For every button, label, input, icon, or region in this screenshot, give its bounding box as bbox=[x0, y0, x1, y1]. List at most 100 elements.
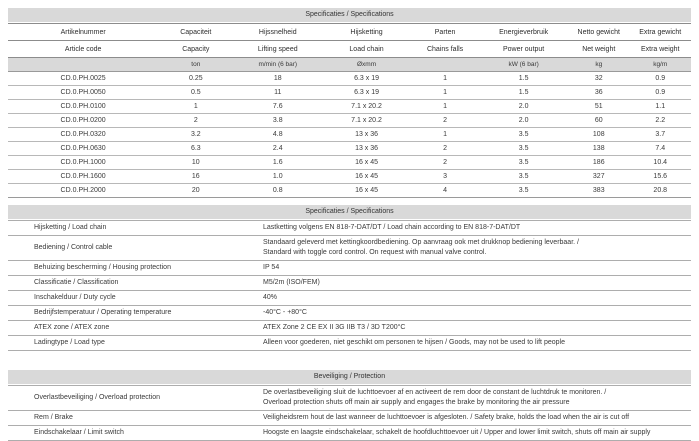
protection-row: Eindschakelaar / Limit switch Hoogste en … bbox=[8, 425, 691, 441]
spec-value-cell: 108 bbox=[568, 127, 630, 142]
detail-label: Bedrijfstemperatuur / Operating temperat… bbox=[8, 305, 263, 321]
protection-row: Rem / Brake Veiligheidsrem hout de last w… bbox=[8, 410, 691, 426]
protection-section: Beveiliging / Protection Overlastbeveili… bbox=[8, 370, 691, 441]
column-unit bbox=[8, 57, 159, 72]
protection-value: De overlastbeveiliging sluit de luchttoe… bbox=[263, 385, 691, 411]
spec-value-cell: 1 bbox=[410, 99, 480, 114]
spec-value-cell: 7.6 bbox=[233, 99, 323, 114]
spec-value-cell: 18 bbox=[233, 71, 323, 86]
spec-value-cell: 20.8 bbox=[629, 183, 691, 198]
spec-value-cell: 20 bbox=[158, 183, 234, 198]
spec-value-cell: 2 bbox=[158, 113, 234, 128]
spec-value-cell: 2.0 bbox=[479, 113, 569, 128]
column-header-en: Article code bbox=[8, 40, 159, 58]
spec-table-body: CD.0.PH.0025 0.25 18 6.3 x 19 1 1.5 32 0.9 CD.0.… bbox=[8, 71, 691, 198]
article-code-cell: CD.0.PH.0630 bbox=[8, 141, 159, 156]
spec-value-cell: 1.5 bbox=[479, 71, 569, 86]
protection-value: Veiligheidsrem hout de last wanneer de l… bbox=[263, 410, 691, 426]
protection-row: Overlastbeveiliging / Overload protectio… bbox=[8, 385, 691, 411]
detail-value: M5/2m (ISO/FEM) bbox=[263, 275, 691, 291]
spec-value-cell: 3.5 bbox=[479, 127, 569, 142]
spec-value-cell: 1.6 bbox=[233, 155, 323, 170]
protection-table-body: Overlastbeveiliging / Overload protectio… bbox=[8, 385, 691, 441]
article-code-cell: CD.0.PH.0050 bbox=[8, 85, 159, 100]
spec-value-cell: 15.6 bbox=[629, 169, 691, 184]
spec-value-cell: 3.2 bbox=[158, 127, 234, 142]
article-code-cell: CD.0.PH.1600 bbox=[8, 169, 159, 184]
spec-header-row-nl: Artikelnummer Capaciteit Hijssnelheid Hijsk… bbox=[8, 23, 691, 41]
spec-value-cell: 2 bbox=[410, 141, 480, 156]
spec-value-cell: 1 bbox=[410, 85, 480, 100]
column-header-nl: Artikelnummer bbox=[8, 23, 159, 41]
spec-value-cell: 16 x 45 bbox=[322, 183, 411, 198]
spec-table-row: CD.0.PH.0320 3.2 4.8 13 x 36 1 3.5 108 3.7 bbox=[8, 127, 691, 142]
protection-label: Eindschakelaar / Limit switch bbox=[8, 425, 263, 441]
detail-value: 40% bbox=[263, 290, 691, 306]
detail-label: Behuizing bescherming / Housing protecti… bbox=[8, 260, 263, 276]
spec-details-section: Specificaties / Specifications Hijsketti… bbox=[8, 205, 691, 351]
spec-value-cell: 10 bbox=[158, 155, 234, 170]
spec-value-cell: 11 bbox=[233, 85, 323, 100]
detail-label: Classificatie / Classification bbox=[8, 275, 263, 291]
spec-value-cell: 10.4 bbox=[629, 155, 691, 170]
spec-value-cell: 1.5 bbox=[479, 85, 569, 100]
column-unit bbox=[410, 57, 480, 72]
spec-value-cell: 36 bbox=[568, 85, 630, 100]
spec-value-cell: 3.5 bbox=[479, 169, 569, 184]
spec-value-cell: 6.3 bbox=[158, 141, 234, 156]
spec-value-cell: 7.1 x 20.2 bbox=[322, 99, 411, 114]
column-header-nl: Energieverbruik bbox=[479, 23, 569, 41]
spec-value-cell: 6.3 x 19 bbox=[322, 71, 411, 86]
spec-value-cell: 1.0 bbox=[233, 169, 323, 184]
detail-row: Behuizing bescherming / Housing protecti… bbox=[8, 260, 691, 276]
spec-value-cell: 6.3 x 19 bbox=[322, 85, 411, 100]
detail-row: Hijsketting / Load chain Lastketting volg… bbox=[8, 220, 691, 236]
spec-unit-row: ton m/min (6 bar) Øxmm kW (6 bar) kg kg/m bbox=[8, 57, 691, 72]
spec-value-cell: 0.25 bbox=[158, 71, 234, 86]
detail-value: -40°C - +80°C bbox=[263, 305, 691, 321]
spec-value-cell: 383 bbox=[568, 183, 630, 198]
spec-table-row: CD.0.PH.2000 20 0.8 16 x 45 4 3.5 383 20.8 bbox=[8, 183, 691, 198]
detail-label: Hijsketting / Load chain bbox=[8, 220, 263, 236]
detail-value: Alleen voor goederen, niet geschikt om p… bbox=[263, 335, 691, 351]
spec-value-cell: 3.8 bbox=[233, 113, 323, 128]
spec-table-row: CD.0.PH.0200 2 3.8 7.1 x 20.2 2 2.0 60 2.2 bbox=[8, 113, 691, 128]
detail-row: Bedrijfstemperatuur / Operating temperat… bbox=[8, 305, 691, 321]
spec-value-cell: 1 bbox=[410, 71, 480, 86]
spec-value-cell: 3.5 bbox=[479, 183, 569, 198]
section-gap bbox=[8, 355, 691, 370]
detail-row: Bediening / Control cable Standaard gelev… bbox=[8, 235, 691, 261]
spec-value-cell: 1.1 bbox=[629, 99, 691, 114]
spec-value-cell: 0.9 bbox=[629, 85, 691, 100]
column-unit: Øxmm bbox=[322, 57, 411, 72]
spec-value-cell: 51 bbox=[568, 99, 630, 114]
column-header-nl: Parten bbox=[410, 23, 480, 41]
detail-row: Ladingtype / Load type Alleen voor goeder… bbox=[8, 335, 691, 351]
spec-grid-title: Specificaties / Specifications bbox=[8, 8, 691, 22]
spec-value-cell: 1 bbox=[410, 127, 480, 142]
spec-value-cell: 3 bbox=[410, 169, 480, 184]
article-code-cell: CD.0.PH.0100 bbox=[8, 99, 159, 114]
column-unit: kW (6 bar) bbox=[479, 57, 569, 72]
spec-value-cell: 2.4 bbox=[233, 141, 323, 156]
details-table-body: Hijsketting / Load chain Lastketting volg… bbox=[8, 220, 691, 351]
spec-value-cell: 138 bbox=[568, 141, 630, 156]
column-header-nl: Hijssnelheid bbox=[233, 23, 323, 41]
spec-value-cell: 3.5 bbox=[479, 155, 569, 170]
detail-label: Inschakelduur / Duty cycle bbox=[8, 290, 263, 306]
article-code-cell: CD.0.PH.0320 bbox=[8, 127, 159, 142]
spec-table-row: CD.0.PH.0050 0.5 11 6.3 x 19 1 1.5 36 0.9 bbox=[8, 85, 691, 100]
spec-table-row: CD.0.PH.1000 10 1.6 16 x 45 2 3.5 186 10.4 bbox=[8, 155, 691, 170]
column-header-en: Power output bbox=[479, 40, 569, 58]
article-code-cell: CD.0.PH.0025 bbox=[8, 71, 159, 86]
spec-header-row-en: Article code Capacity Lifting speed Load ch… bbox=[8, 40, 691, 58]
detail-value: Lastketting volgens EN 818-7-DAT/DT / Lo… bbox=[263, 220, 691, 236]
spec-value-cell: 16 x 45 bbox=[322, 155, 411, 170]
column-header-nl: Extra gewicht bbox=[629, 23, 691, 41]
column-header-en: Extra weight bbox=[629, 40, 691, 58]
column-header-nl: Hijsketting bbox=[322, 23, 411, 41]
detail-value: Standaard geleverd met kettingkoordbedie… bbox=[263, 235, 691, 261]
spec-value-cell: 13 x 36 bbox=[322, 141, 411, 156]
column-unit: ton bbox=[158, 57, 234, 72]
